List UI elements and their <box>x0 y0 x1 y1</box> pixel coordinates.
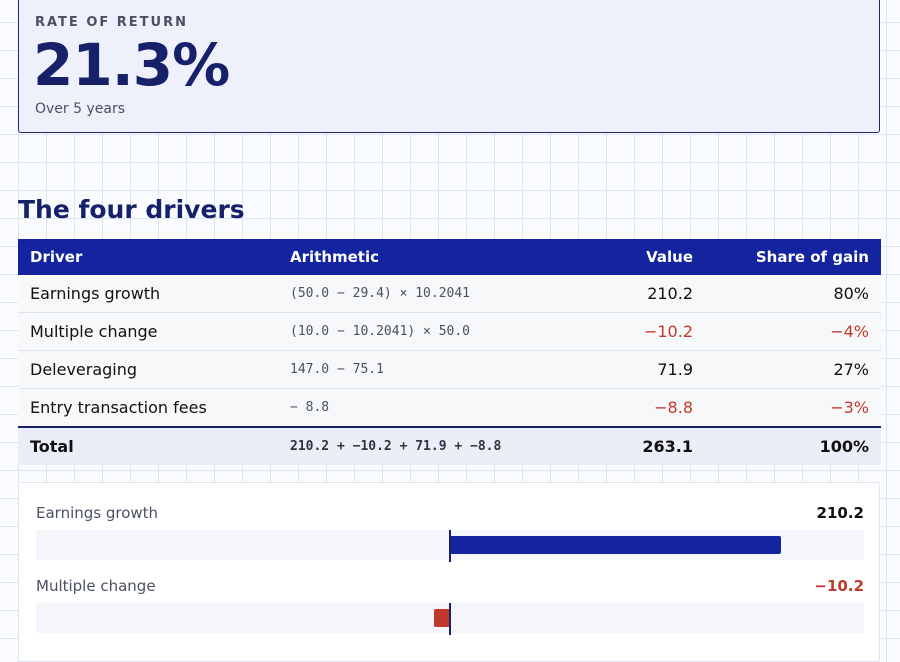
table-header-row: Driver Arithmetic Value Share of gain <box>18 239 881 275</box>
driver-name: Multiple change <box>18 312 278 351</box>
total-arithmetic: 210.2 + −10.2 + 71.9 + −8.8 <box>278 426 561 465</box>
bar-value-label: −10.2 <box>814 577 864 595</box>
section-title: The four drivers <box>18 195 245 224</box>
header-share: Share of gain <box>705 239 881 275</box>
bar-label: Earnings growth <box>36 504 159 522</box>
driver-share: 27% <box>705 350 881 389</box>
bar-track <box>36 530 864 562</box>
bar-label: Multiple change <box>36 577 156 595</box>
driver-value: −10.2 <box>561 312 705 351</box>
table-row: Entry transaction fees − 8.8 −8.8 −3% <box>18 388 881 428</box>
zero-axis-line <box>449 603 451 635</box>
table-row: Earnings growth (50.0 − 29.4) × 10.2041 … <box>18 275 881 313</box>
driver-bar-chart: Earnings growth 210.2 Multiple change −1… <box>18 482 880 662</box>
driver-name: Earnings growth <box>18 275 278 313</box>
driver-arithmetic: 147.0 − 75.1 <box>278 350 561 389</box>
table-total-row: Total 210.2 + −10.2 + 71.9 + −8.8 263.1 … <box>18 426 881 465</box>
driver-share: 80% <box>705 275 881 313</box>
table-row: Multiple change (10.0 − 10.2041) × 50.0 … <box>18 312 881 351</box>
driver-value: 71.9 <box>561 350 705 389</box>
bar-fill <box>433 609 450 627</box>
drivers-table: Driver Arithmetic Value Share of gain Ea… <box>18 239 881 465</box>
kpi-value: 21.3% <box>33 31 230 99</box>
rate-of-return-card: RATE OF RETURN 21.3% Over 5 years <box>18 0 880 133</box>
driver-share: −4% <box>705 312 881 351</box>
header-arithmetic: Arithmetic <box>278 239 561 275</box>
table-row: Deleveraging 147.0 − 75.1 71.9 27% <box>18 350 881 389</box>
driver-name: Deleveraging <box>18 350 278 389</box>
bar-fill <box>450 536 781 554</box>
header-driver: Driver <box>18 239 278 275</box>
driver-value: 210.2 <box>561 275 705 313</box>
driver-name: Entry transaction fees <box>18 388 278 428</box>
zero-axis-line <box>449 530 451 562</box>
total-value: 263.1 <box>561 426 705 465</box>
driver-arithmetic: (10.0 − 10.2041) × 50.0 <box>278 312 561 351</box>
driver-value: −8.8 <box>561 388 705 428</box>
bar-value-label: 210.2 <box>816 504 864 522</box>
bar-track <box>36 603 864 635</box>
bar-row-multiple-change: Multiple change −10.2 <box>36 577 864 637</box>
total-share: 100% <box>705 426 881 465</box>
header-value: Value <box>561 239 705 275</box>
driver-arithmetic: − 8.8 <box>278 388 561 428</box>
total-label: Total <box>18 426 278 465</box>
driver-share: −3% <box>705 388 881 428</box>
bar-row-earnings-growth: Earnings growth 210.2 <box>36 504 864 564</box>
kpi-label: RATE OF RETURN <box>35 15 188 30</box>
kpi-subtitle: Over 5 years <box>35 101 126 117</box>
driver-arithmetic: (50.0 − 29.4) × 10.2041 <box>278 275 561 313</box>
